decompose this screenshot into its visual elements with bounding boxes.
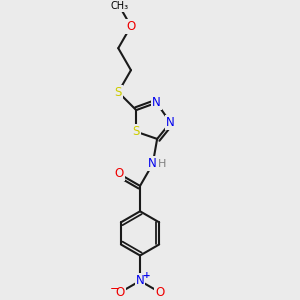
Text: −: − bbox=[110, 282, 119, 295]
Text: O: O bbox=[155, 286, 164, 299]
Text: N: N bbox=[166, 116, 175, 129]
Text: S: S bbox=[133, 125, 140, 138]
Text: N: N bbox=[148, 158, 157, 170]
Text: O: O bbox=[126, 20, 136, 33]
Text: H: H bbox=[158, 159, 166, 169]
Text: N: N bbox=[152, 96, 161, 109]
Text: S: S bbox=[115, 86, 122, 99]
Text: O: O bbox=[116, 286, 125, 299]
Text: O: O bbox=[115, 167, 124, 180]
Text: N: N bbox=[136, 274, 144, 287]
Text: +: + bbox=[143, 271, 150, 280]
Text: CH₃: CH₃ bbox=[110, 2, 129, 11]
